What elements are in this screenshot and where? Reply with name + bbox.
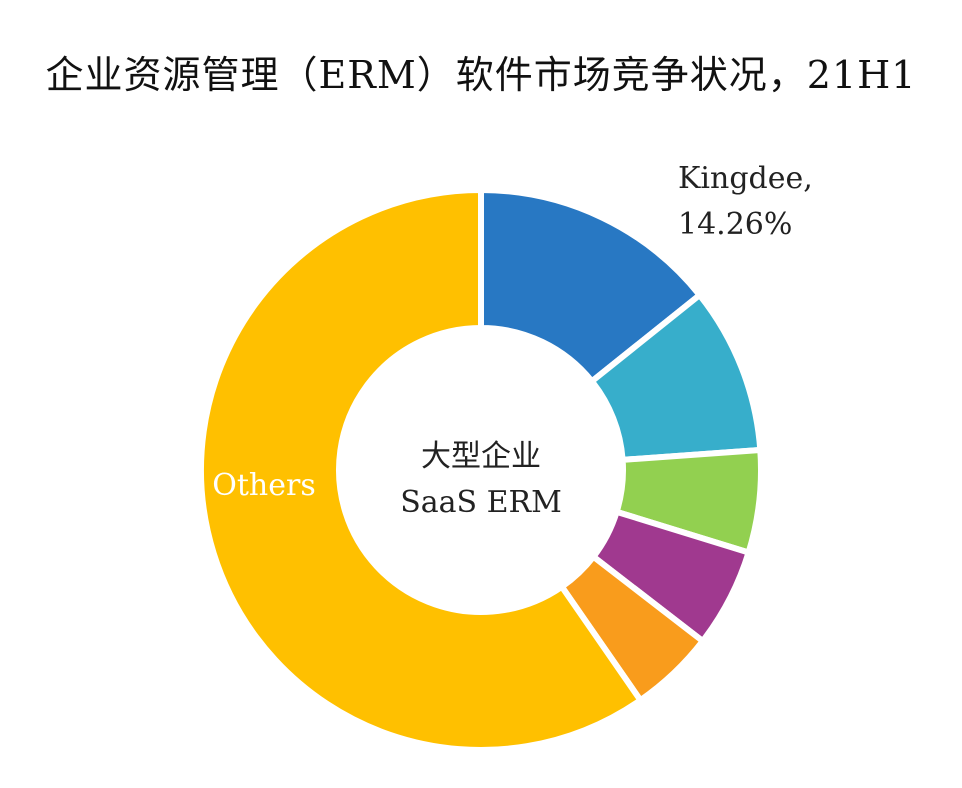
- slice-label-others: Others: [212, 468, 315, 503]
- labels-layer: Kingdee, 14.26% Others: [212, 161, 813, 503]
- slice-label-line-1: Others: [212, 468, 315, 503]
- slice-label-line-1: Kingdee,: [678, 161, 813, 196]
- chart-title: 企业资源管理（ERM）软件市场竞争状况，21H1: [45, 53, 917, 97]
- slices-layer: [198, 186, 764, 753]
- slice-kingdee: [478, 186, 704, 386]
- center-label-line-2: SaaS ERM: [400, 485, 562, 520]
- center-label-line-1: 大型企业: [421, 439, 541, 474]
- slice-label-kingdee: Kingdee, 14.26%: [678, 161, 813, 242]
- slice-others: [198, 186, 645, 753]
- slice-label-line-2: 14.26%: [678, 207, 792, 242]
